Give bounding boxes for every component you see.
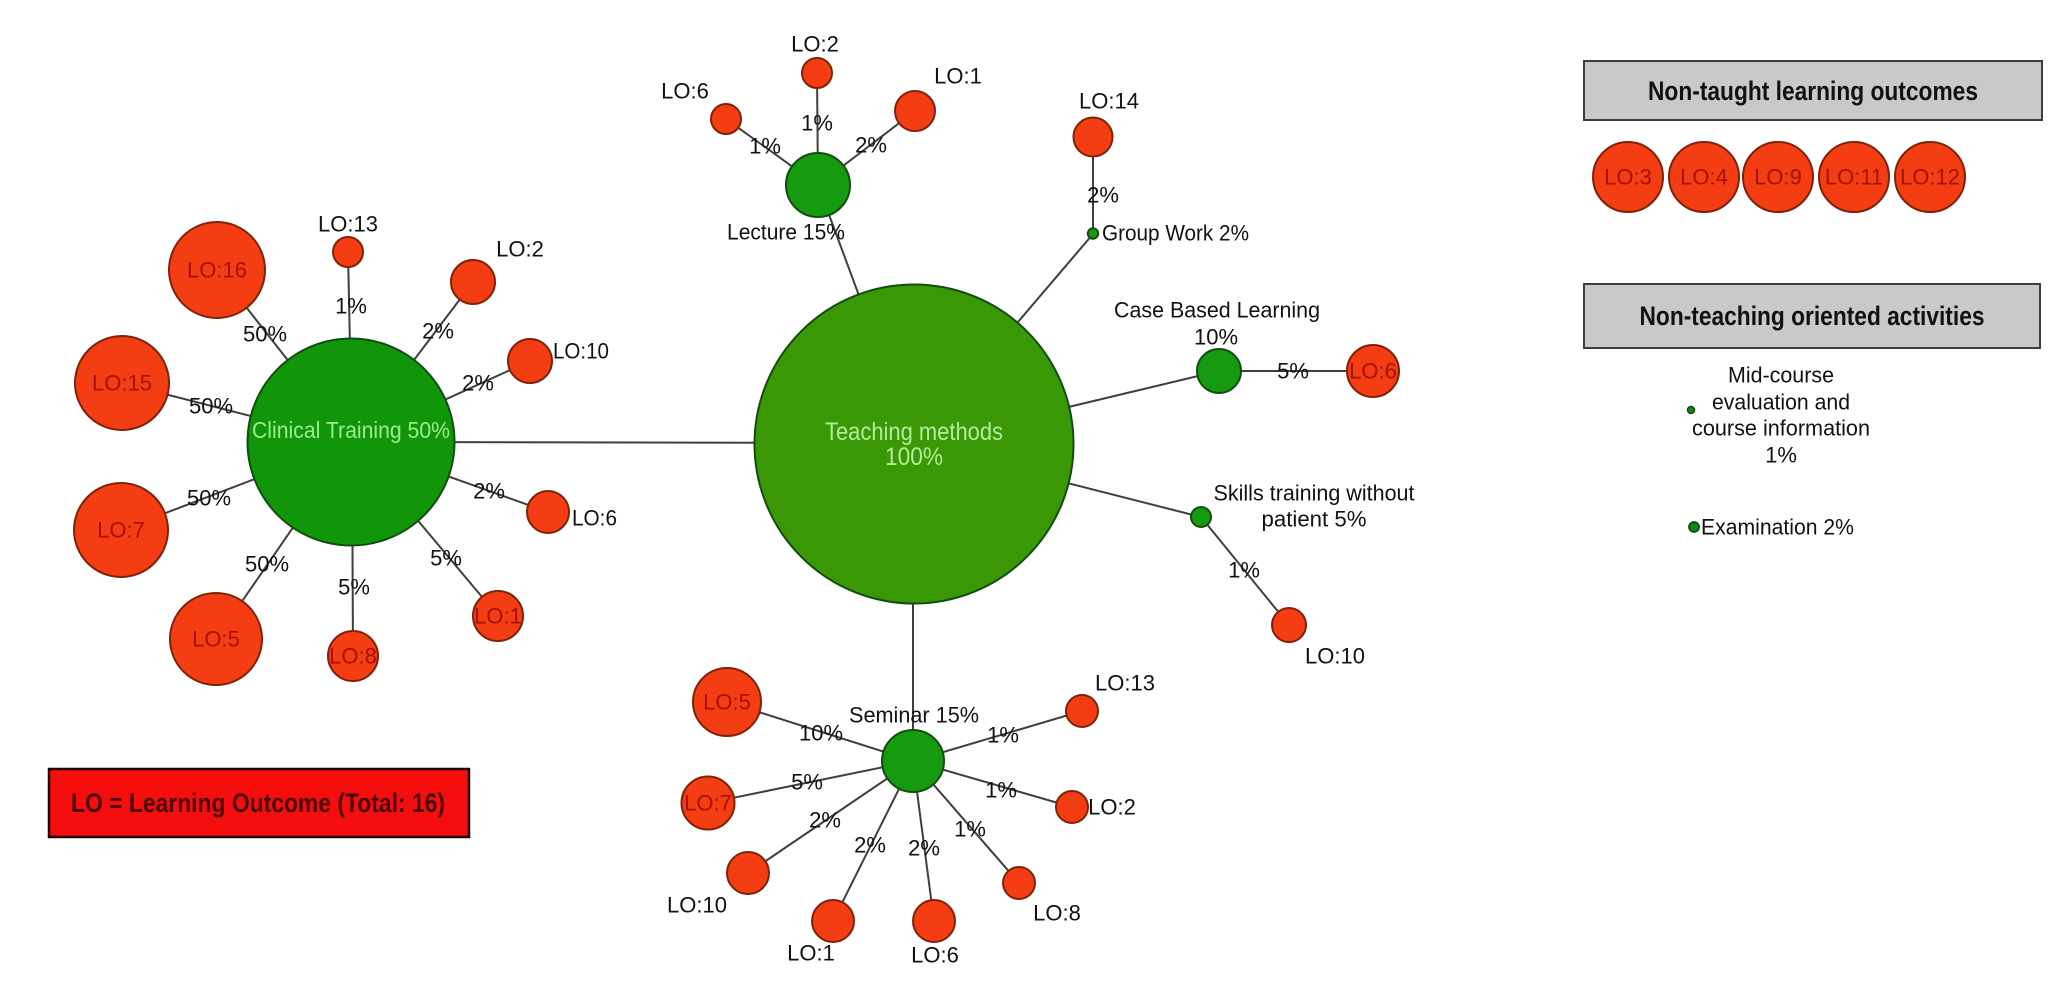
svg-text:1%: 1% <box>335 294 367 319</box>
svg-text:LO:2: LO:2 <box>791 32 839 57</box>
svg-text:1%: 1% <box>801 111 833 136</box>
svg-text:2%: 2% <box>854 833 886 858</box>
svg-text:LO:16: LO:16 <box>187 258 247 283</box>
svg-text:5%: 5% <box>791 770 823 795</box>
svg-text:Seminar 15%: Seminar 15% <box>849 703 979 728</box>
svg-text:LO:14: LO:14 <box>1079 89 1139 114</box>
svg-text:2%: 2% <box>473 479 505 504</box>
svg-text:2%: 2% <box>855 133 887 158</box>
svg-text:LO:3: LO:3 <box>1604 165 1652 190</box>
svg-text:1%: 1% <box>1228 558 1260 583</box>
svg-text:LO:7: LO:7 <box>97 518 145 543</box>
svg-text:5%: 5% <box>1277 359 1309 384</box>
svg-text:LO:11: LO:11 <box>1825 165 1883 190</box>
svg-text:LO:10: LO:10 <box>553 339 609 364</box>
svg-text:Non-taught learning outcomes: Non-taught learning outcomes <box>1648 76 1978 106</box>
svg-text:1%: 1% <box>987 723 1019 748</box>
svg-text:1%: 1% <box>749 134 781 159</box>
svg-text:Mid-course: Mid-course <box>1728 363 1834 388</box>
svg-text:course information: course information <box>1692 416 1870 441</box>
svg-text:patient 5%: patient 5% <box>1262 507 1367 532</box>
svg-text:2%: 2% <box>462 371 494 396</box>
svg-text:LO:13: LO:13 <box>318 212 378 237</box>
svg-text:Skills training without: Skills training without <box>1214 481 1415 506</box>
svg-text:50%: 50% <box>189 394 233 419</box>
svg-text:5%: 5% <box>430 546 462 571</box>
svg-text:Non-teaching oriented activiti: Non-teaching oriented activities <box>1640 301 1985 331</box>
svg-text:LO:6: LO:6 <box>661 79 709 104</box>
svg-text:LO:5: LO:5 <box>703 690 751 715</box>
svg-text:50%: 50% <box>187 486 231 511</box>
svg-text:evaluation and: evaluation and <box>1712 390 1850 415</box>
svg-text:LO:6: LO:6 <box>572 506 617 531</box>
svg-text:10%: 10% <box>799 721 843 746</box>
svg-text:LO:2: LO:2 <box>496 237 544 262</box>
svg-text:LO:9: LO:9 <box>1754 165 1802 190</box>
svg-text:LO:1: LO:1 <box>474 604 522 629</box>
svg-text:100%: 100% <box>885 443 943 471</box>
svg-text:Teaching methods: Teaching methods <box>825 418 1003 446</box>
svg-text:2%: 2% <box>809 808 841 833</box>
svg-text:LO:4: LO:4 <box>1680 165 1728 190</box>
svg-text:LO:8: LO:8 <box>329 644 377 669</box>
svg-text:Examination 2%: Examination 2% <box>1701 515 1854 540</box>
svg-text:LO:10: LO:10 <box>1305 644 1365 669</box>
svg-text:5%: 5% <box>338 575 370 600</box>
svg-text:LO:7: LO:7 <box>684 791 732 816</box>
svg-text:LO:8: LO:8 <box>1033 901 1081 926</box>
svg-text:2%: 2% <box>1087 183 1119 208</box>
svg-text:LO:6: LO:6 <box>911 943 959 968</box>
svg-text:LO:10: LO:10 <box>667 893 727 918</box>
svg-text:LO:12: LO:12 <box>1900 165 1960 190</box>
svg-text:50%: 50% <box>243 322 287 347</box>
svg-text:50%: 50% <box>245 552 289 577</box>
svg-text:Case Based Learning: Case Based Learning <box>1114 298 1320 323</box>
svg-text:LO:2: LO:2 <box>1088 795 1136 820</box>
svg-text:1%: 1% <box>954 817 986 842</box>
svg-text:2%: 2% <box>422 319 454 344</box>
svg-text:1%: 1% <box>1765 443 1797 468</box>
svg-text:LO:1: LO:1 <box>787 941 835 966</box>
svg-text:LO:1: LO:1 <box>934 64 982 89</box>
svg-text:LO:13: LO:13 <box>1095 671 1155 696</box>
svg-text:LO = Learning Outcome (Total:: LO = Learning Outcome (Total: 16) <box>71 788 445 818</box>
svg-text:LO:6: LO:6 <box>1349 359 1397 384</box>
svg-text:Group Work 2%: Group Work 2% <box>1102 221 1249 246</box>
svg-text:2%: 2% <box>908 836 940 861</box>
svg-text:Lecture 15%: Lecture 15% <box>727 220 845 245</box>
svg-text:10%: 10% <box>1194 325 1238 350</box>
svg-text:LO:15: LO:15 <box>92 371 152 396</box>
svg-text:LO:5: LO:5 <box>192 627 240 652</box>
svg-text:Clinical Training 50%: Clinical Training 50% <box>252 417 450 443</box>
svg-text:1%: 1% <box>985 778 1017 803</box>
